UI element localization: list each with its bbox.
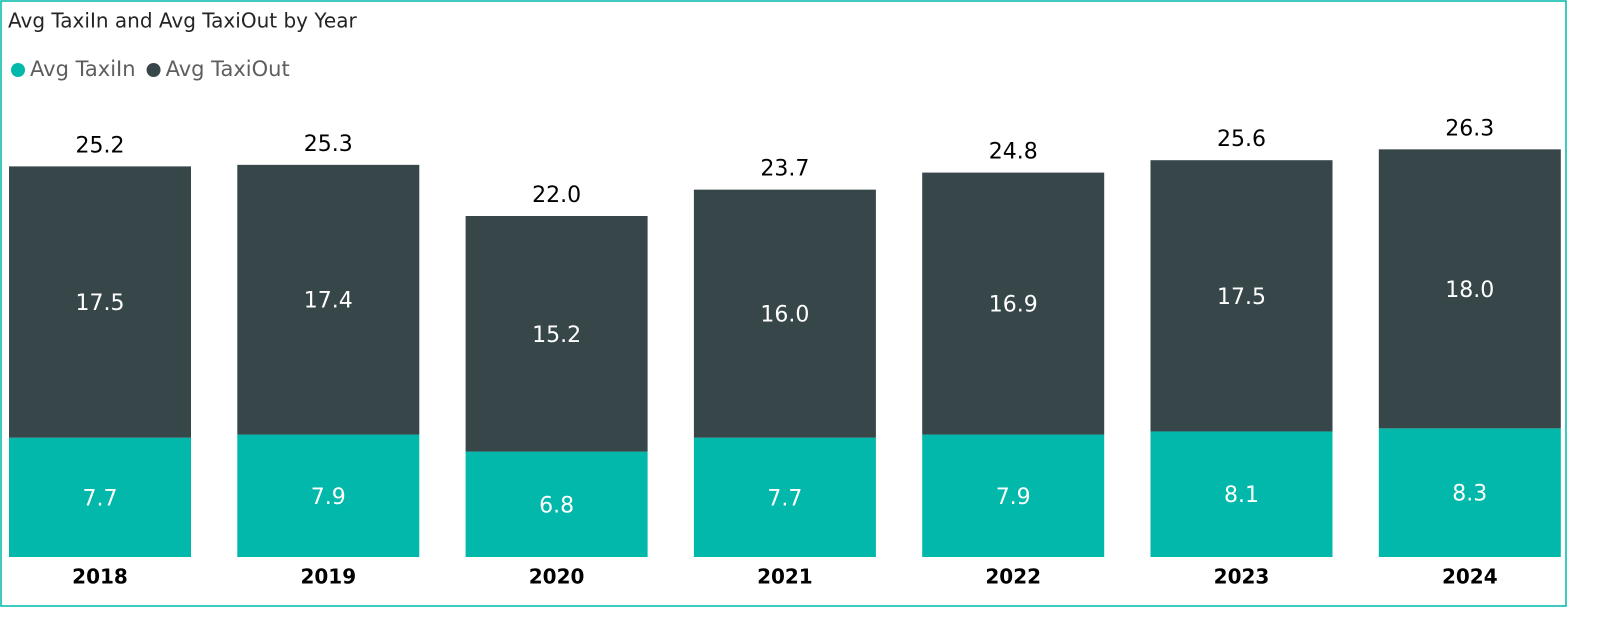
visual-border	[0, 0, 1567, 607]
legend-label: Avg TaxiOut	[166, 57, 290, 81]
legend-marker	[146, 63, 161, 77]
x-tick-label: 2019	[300, 565, 356, 589]
x-tick-label: 2018	[72, 565, 128, 589]
bar-segment	[1378, 428, 1561, 557]
bar-segment	[693, 437, 876, 557]
legend-label: Avg TaxiIn	[30, 57, 136, 81]
legend: Avg TaxiIn Avg TaxiOut	[11, 57, 290, 81]
bar-segment	[9, 437, 191, 557]
bar-segment	[1150, 160, 1333, 432]
legend-marker	[11, 63, 25, 77]
total-label: 25.3	[304, 132, 353, 157]
total-label: 25.2	[76, 133, 125, 158]
total-label: 26.3	[1445, 116, 1494, 141]
x-tick-label: 2024	[1442, 565, 1498, 589]
data-label: 15.2	[532, 323, 581, 348]
bar-segment	[693, 189, 876, 438]
x-tick-label: 2020	[529, 565, 585, 589]
data-label: 17.4	[304, 289, 353, 314]
total-label: 22.0	[532, 183, 581, 208]
data-label: 17.5	[1217, 285, 1266, 310]
bar-segment	[922, 172, 1105, 435]
bar-segment	[237, 164, 420, 435]
data-label: 7.9	[996, 485, 1031, 510]
chart-title: Avg TaxiIn and Avg TaxiOut by Year	[8, 9, 357, 33]
total-label: 23.7	[760, 157, 809, 182]
data-label: 8.3	[1452, 482, 1487, 507]
x-tick-label: 2022	[985, 565, 1041, 589]
bar-segment	[1150, 431, 1333, 557]
data-label: 18.0	[1445, 278, 1494, 303]
data-label: 6.8	[539, 493, 574, 518]
bar-segment	[1378, 149, 1561, 429]
data-label: 8.1	[1224, 483, 1259, 508]
total-label: 25.6	[1217, 127, 1266, 152]
data-label: 7.7	[767, 486, 802, 511]
x-tick-label: 2023	[1214, 565, 1270, 589]
total-label: 24.8	[989, 140, 1038, 165]
data-label: 16.0	[760, 303, 809, 328]
x-tick-label: 2021	[757, 565, 813, 589]
bar-segment	[922, 434, 1105, 557]
data-label: 17.5	[76, 291, 125, 316]
bar-segment	[237, 434, 420, 557]
bar-segment	[465, 216, 648, 452]
data-label: 7.9	[311, 485, 346, 510]
data-label: 16.9	[989, 293, 1038, 318]
data-label: 7.7	[83, 486, 118, 511]
bar-segment	[465, 451, 648, 557]
bar-segment	[9, 166, 191, 438]
